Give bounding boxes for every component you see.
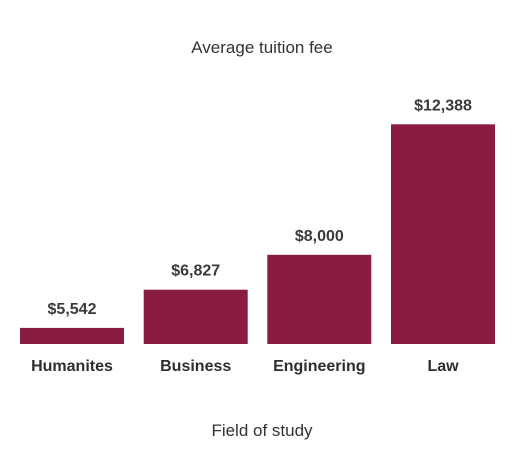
bar-business <box>143 289 248 344</box>
value-label-law: $12,388 <box>414 97 472 114</box>
category-label-law: Law <box>427 358 459 375</box>
value-label-engineering: $8,000 <box>295 228 344 245</box>
bar-engineering <box>267 254 372 344</box>
category-labels-group: Humanites Business Engineering Law <box>31 358 459 375</box>
x-axis-title: Field of study <box>211 421 313 440</box>
chart-title: Average tuition fee <box>191 38 333 57</box>
bars-group <box>20 124 495 344</box>
category-label-engineering: Engineering <box>273 358 365 375</box>
value-labels-group: $5,542 $6,827 $8,000 $12,388 <box>48 97 472 318</box>
category-label-humanites: Humanites <box>31 358 113 375</box>
bar-humanites <box>20 327 124 344</box>
value-label-business: $6,827 <box>171 263 220 280</box>
bar-law <box>391 124 495 344</box>
value-label-humanites: $5,542 <box>48 301 97 318</box>
category-label-business: Business <box>160 358 231 375</box>
